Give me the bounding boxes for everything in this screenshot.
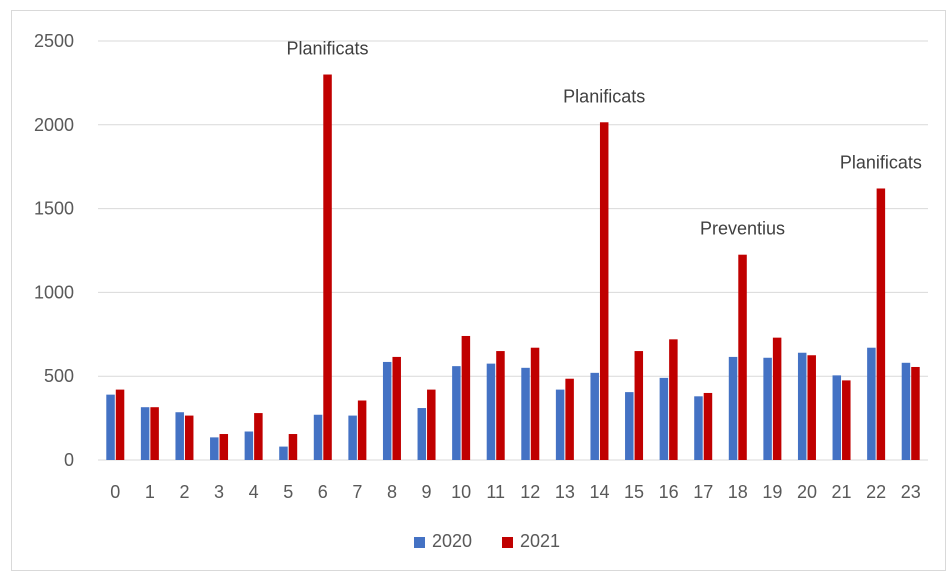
bar-2020-11 (486, 363, 496, 460)
bar-2021-12 (530, 347, 540, 460)
bar-2020-16 (659, 377, 669, 460)
bar-2021-19 (772, 337, 782, 460)
bar-2020-21 (832, 375, 842, 460)
bar-2020-10 (452, 366, 461, 460)
x-tick-label: 14 (589, 482, 609, 502)
bar-2021-4 (254, 413, 263, 460)
bar-2020-2 (175, 412, 184, 460)
bar-2020-3 (210, 437, 219, 460)
bar-2021-6 (323, 74, 332, 461)
bar-2020-20 (797, 352, 807, 460)
y-axis-tick-labels: 0 500 1000 1500 2000 2500 (34, 31, 74, 470)
legend-swatch-2020 (414, 537, 425, 548)
bar-2021-1 (150, 407, 159, 460)
annotation-label: Preventius (700, 219, 785, 239)
bar-2020-5 (279, 446, 288, 460)
bar-2020-17 (694, 396, 703, 460)
bar-2020-14 (590, 372, 599, 460)
bar-2021-11 (496, 351, 505, 460)
annotation-label: Planificats (287, 39, 369, 59)
x-tick-label: 9 (422, 482, 432, 502)
x-tick-label: 0 (110, 482, 120, 502)
bar-2021-3 (219, 434, 229, 460)
chart-frame (11, 10, 946, 571)
bar-2020-0 (106, 394, 115, 460)
y-tick-label: 500 (44, 366, 74, 386)
legend-swatch-2021 (502, 537, 513, 548)
bar-2021-18 (738, 254, 747, 460)
x-tick-label: 18 (728, 482, 748, 502)
legend: 2020 2021 (414, 531, 560, 551)
bar-2020-12 (521, 367, 530, 460)
x-tick-label: 22 (866, 482, 886, 502)
bar-2020-19 (763, 357, 772, 460)
bar-2020-7 (348, 415, 357, 460)
bar-2021-13 (565, 378, 574, 460)
x-tick-label: 8 (387, 482, 397, 502)
bar-2021-7 (357, 400, 367, 460)
x-tick-label: 3 (214, 482, 224, 502)
x-tick-label: 7 (352, 482, 362, 502)
bar-2021-8 (392, 356, 401, 460)
bar-2021-17 (703, 392, 713, 460)
bar-2020-9 (417, 408, 427, 460)
annotation-label: Planificats (840, 152, 922, 172)
x-tick-label: 15 (624, 482, 644, 502)
bar-2021-15 (634, 351, 644, 460)
bar-2020-22 (867, 347, 876, 460)
bar-2020-23 (901, 362, 911, 460)
x-tick-label: 6 (318, 482, 328, 502)
x-tick-label: 5 (283, 482, 293, 502)
x-tick-label: 19 (762, 482, 782, 502)
bar-2021-22 (876, 188, 886, 460)
bar-2021-14 (599, 122, 609, 460)
x-tick-label: 12 (520, 482, 540, 502)
y-tick-label: 1000 (34, 282, 74, 302)
bar-2021-2 (184, 415, 194, 460)
bar-2021-23 (911, 366, 920, 460)
bar-2021-20 (807, 355, 816, 460)
bar-2020-6 (313, 414, 323, 460)
bar-2021-0 (115, 389, 125, 460)
y-tick-label: 0 (64, 450, 74, 470)
annotation-label: Planificats (563, 86, 645, 106)
x-tick-label: 13 (555, 482, 575, 502)
x-tick-label: 16 (659, 482, 679, 502)
y-tick-label: 2500 (34, 31, 74, 51)
x-tick-label: 17 (693, 482, 713, 502)
x-tick-label: 1 (145, 482, 155, 502)
bar-2021-5 (288, 434, 298, 460)
bar-2021-9 (427, 389, 436, 460)
bar-2020-8 (382, 361, 392, 460)
bar-2020-13 (555, 389, 565, 460)
x-tick-label: 4 (249, 482, 259, 502)
y-tick-label: 2000 (34, 115, 74, 135)
gridlines (98, 40, 928, 461)
bar-2021-10 (461, 335, 471, 460)
legend-label: 2021 (520, 531, 560, 551)
bars (106, 74, 920, 461)
bar-2021-16 (669, 339, 678, 460)
bar-2020-18 (728, 356, 738, 460)
x-tick-label: 23 (901, 482, 921, 502)
x-tick-label: 10 (451, 482, 471, 502)
bar-2020-15 (625, 392, 634, 460)
y-tick-label: 1500 (34, 199, 74, 219)
x-axis-tick-labels: 0 1 2 3 4 5 6 7 8 9 10 11 12 13 14 15 16 17 18 19 20 21 22 23 (110, 482, 920, 502)
x-tick-label: 11 (486, 482, 505, 502)
bar-2020-4 (244, 431, 254, 460)
x-tick-label: 2 (179, 482, 189, 502)
x-tick-label: 21 (832, 482, 852, 502)
x-tick-label: 20 (797, 482, 817, 502)
bar-2021-21 (842, 380, 851, 460)
annotations: Planificats Planificats Preventius Planific… (287, 39, 922, 239)
legend-label: 2020 (432, 531, 472, 551)
bar-2020-1 (140, 407, 150, 460)
